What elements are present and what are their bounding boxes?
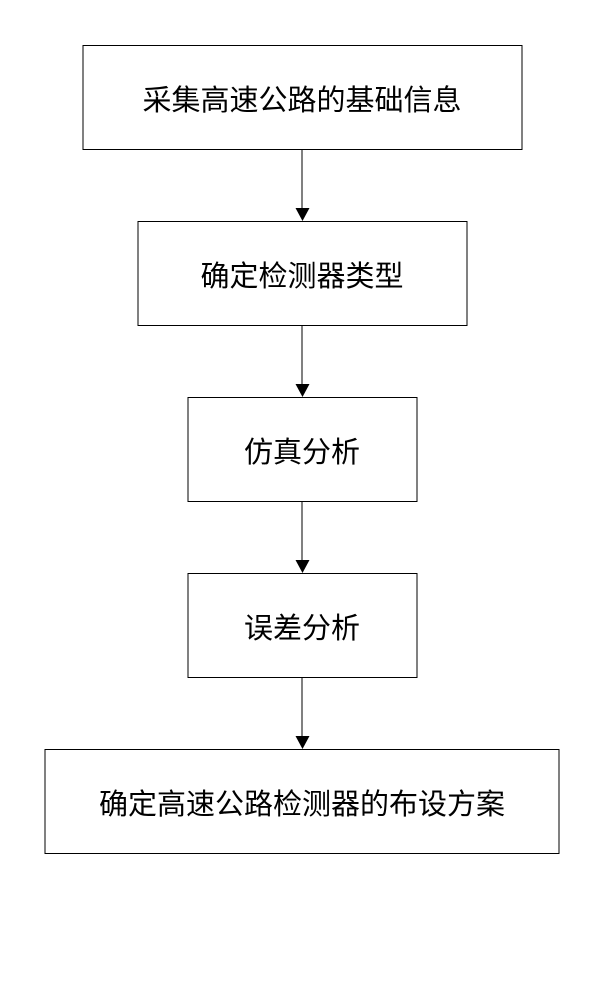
node-label: 误差分析 (244, 605, 360, 647)
flowchart-node-step4: 误差分析 (187, 573, 417, 678)
flowchart-arrow (295, 150, 309, 221)
arrow-head-icon (295, 560, 309, 573)
flowchart-node-step1: 采集高速公路的基础信息 (82, 45, 522, 150)
arrow-line (301, 502, 303, 560)
flowchart-node-step3: 仿真分析 (187, 397, 417, 502)
flowchart-container: 采集高速公路的基础信息 确定检测器类型 仿真分析 误差分析 确定高速公路检测器的… (45, 45, 560, 854)
arrow-line (301, 150, 303, 208)
flowchart-arrow (295, 678, 309, 749)
flowchart-node-step2: 确定检测器类型 (137, 221, 467, 326)
arrow-head-icon (295, 736, 309, 749)
flowchart-node-step5: 确定高速公路检测器的布设方案 (45, 749, 560, 854)
arrow-line (301, 326, 303, 384)
node-label: 仿真分析 (244, 429, 360, 471)
arrow-line (301, 678, 303, 736)
node-label: 确定高速公路检测器的布设方案 (99, 781, 505, 823)
flowchart-arrow (295, 502, 309, 573)
arrow-head-icon (295, 384, 309, 397)
flowchart-arrow (295, 326, 309, 397)
arrow-head-icon (295, 208, 309, 221)
node-label: 确定检测器类型 (200, 253, 403, 295)
node-label: 采集高速公路的基础信息 (142, 77, 461, 119)
